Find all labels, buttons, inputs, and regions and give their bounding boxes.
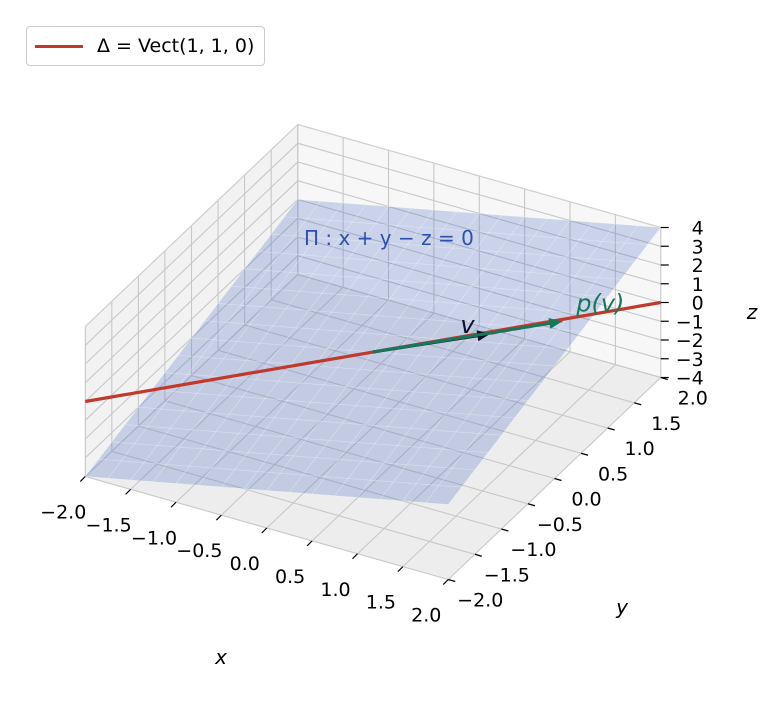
x-tick-mark: [306, 540, 313, 547]
plane-mesh-line: [425, 225, 639, 504]
plane-mesh-line: [107, 200, 321, 479]
plane-mesh-line: [175, 206, 389, 484]
x-tick-label: −1.5: [86, 514, 132, 536]
legend-line-swatch: [35, 44, 83, 48]
y-tick-label: 0.5: [598, 463, 628, 485]
x-tick-mark: [397, 566, 404, 573]
z-axis-label: z: [746, 300, 758, 324]
x-tick-label: −0.5: [176, 540, 222, 562]
z-tick-label: 4: [692, 218, 704, 240]
z-tick-label: −4: [676, 368, 704, 390]
plane-mesh-line: [271, 233, 635, 263]
y-tick-label: −2.0: [457, 590, 503, 612]
y-tick-label: 1.0: [625, 438, 655, 460]
grid-line-z: [84, 217, 661, 421]
plane-mesh-line: [448, 227, 662, 505]
x-tick-label: 1.5: [366, 592, 396, 614]
x-tick-mark: [261, 527, 268, 534]
y-tick-mark: [501, 528, 509, 532]
vector-pv-head: [548, 318, 563, 329]
grid-line-z: [84, 198, 661, 402]
legend: Δ = Vect(1, 1, 0): [26, 26, 266, 66]
z-tick-label: −1: [676, 311, 704, 333]
y-tick-mark: [607, 427, 615, 431]
plane-mesh-line: [334, 218, 548, 497]
plane-mesh-line: [111, 441, 475, 471]
plane-mesh-line: [231, 285, 595, 315]
plane-mesh-line: [130, 202, 344, 481]
grid-line-z: [84, 161, 661, 365]
x-axis-label: x: [214, 645, 227, 669]
z-tick-label: −2: [676, 330, 704, 352]
x-tick-label: −2.0: [40, 502, 86, 524]
grid-line-z: [84, 273, 661, 477]
y-tick-mark: [634, 402, 642, 406]
plane-mesh-line: [221, 209, 435, 488]
plane-mesh-line: [204, 320, 568, 350]
x-tick-mark: [352, 553, 358, 560]
pane-edge-top: [84, 123, 661, 327]
plane-mesh-line: [284, 216, 648, 246]
y-tick-mark: [448, 578, 456, 583]
z-tick-label: 3: [692, 236, 704, 258]
legend-label: Δ = Vect(1, 1, 0): [97, 35, 255, 57]
plane-mesh-line: [402, 223, 616, 502]
z-tick-label: −3: [676, 349, 704, 371]
plane-label: Π : x + y − z = 0: [304, 226, 474, 250]
y-tick-mark: [527, 503, 536, 507]
vector-pv-label: p(v): [575, 289, 624, 317]
plane-mesh-line: [257, 251, 621, 280]
y-tick-mark: [474, 553, 482, 557]
plane-mesh-line: [138, 406, 502, 436]
x-tick-mark: [215, 514, 222, 521]
plane-mesh-line: [125, 424, 489, 453]
plane-mesh-line: [243, 211, 457, 490]
x-tick-label: 1.0: [320, 579, 350, 601]
axis-labels: x y z: [214, 300, 758, 669]
x-tick-label: 2.0: [411, 605, 441, 627]
grid-line-z: [84, 236, 661, 440]
y-tick-label: −1.0: [510, 539, 556, 561]
plane-mesh-line: [98, 458, 462, 488]
x-tick-label: 0.0: [230, 553, 260, 575]
z-tick-label: 0: [692, 293, 704, 315]
y-tick-mark: [554, 477, 562, 482]
x-tick-mark: [442, 579, 449, 585]
plane-mesh-line: [297, 199, 661, 228]
y-tick-label: 1.5: [651, 413, 681, 435]
z-tick-label: 1: [692, 274, 704, 296]
x-tick-label: 0.5: [275, 566, 305, 588]
plane-mesh-line: [357, 220, 571, 498]
plane-mesh-line: [178, 354, 542, 384]
grid-line-z: [84, 142, 661, 346]
x-tick-mark: [125, 488, 132, 495]
y-tick-mark: [580, 452, 589, 456]
vector-v-label: v: [460, 311, 475, 339]
y-tick-label: −1.5: [484, 564, 530, 586]
grid-line-z: [84, 180, 661, 384]
plane-mesh-line: [198, 207, 412, 486]
y-axis-label: y: [615, 595, 629, 619]
x-tick-label: −1.0: [131, 527, 177, 549]
plane-mesh-line: [289, 214, 503, 493]
vector-pv-shaft: [372, 321, 550, 354]
tick-labels: −2.0−1.5−1.0−0.50.00.51.01.52.0−2.0−1.5−…: [40, 218, 708, 627]
plane-mesh-line: [244, 268, 608, 298]
y-tick-label: −0.5: [537, 514, 583, 536]
plane-mesh-line: [85, 199, 299, 477]
plane-mesh-line: [311, 216, 525, 495]
x-tick-mark: [79, 476, 86, 482]
y-tick-label: 0.0: [571, 489, 601, 511]
y-tick-label: 2.0: [678, 388, 708, 410]
plane-mesh-line: [151, 389, 515, 419]
chart-series: v p(v): [84, 289, 662, 404]
x-tick-mark: [170, 501, 177, 508]
plane-mesh-line: [379, 221, 593, 500]
z-tick-label: 2: [692, 255, 704, 277]
plane-mesh-line: [85, 476, 449, 505]
plane-mesh-line: [153, 204, 367, 483]
